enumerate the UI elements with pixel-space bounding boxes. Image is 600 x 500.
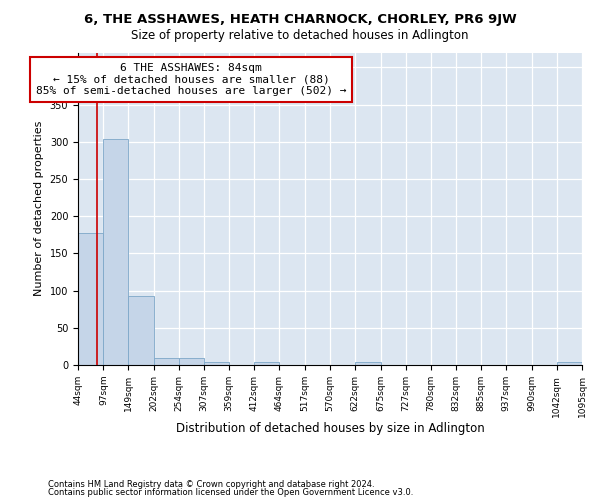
- Bar: [128, 296, 154, 365]
- Text: Contains public sector information licensed under the Open Government Licence v3: Contains public sector information licen…: [48, 488, 413, 497]
- Y-axis label: Number of detached properties: Number of detached properties: [34, 121, 44, 296]
- Text: Size of property relative to detached houses in Adlington: Size of property relative to detached ho…: [131, 29, 469, 42]
- Bar: [154, 358, 179, 365]
- Bar: [254, 362, 280, 365]
- Text: 6 THE ASSHAWES: 84sqm
← 15% of detached houses are smaller (88)
85% of semi-deta: 6 THE ASSHAWES: 84sqm ← 15% of detached …: [36, 63, 346, 96]
- X-axis label: Distribution of detached houses by size in Adlington: Distribution of detached houses by size …: [176, 422, 484, 436]
- Bar: [204, 362, 229, 365]
- Text: Contains HM Land Registry data © Crown copyright and database right 2024.: Contains HM Land Registry data © Crown c…: [48, 480, 374, 489]
- Bar: [557, 362, 582, 365]
- Text: 6, THE ASSHAWES, HEATH CHARNOCK, CHORLEY, PR6 9JW: 6, THE ASSHAWES, HEATH CHARNOCK, CHORLEY…: [83, 12, 517, 26]
- Bar: [179, 358, 204, 365]
- Bar: [355, 362, 380, 365]
- Bar: [78, 232, 103, 365]
- Bar: [103, 139, 128, 365]
